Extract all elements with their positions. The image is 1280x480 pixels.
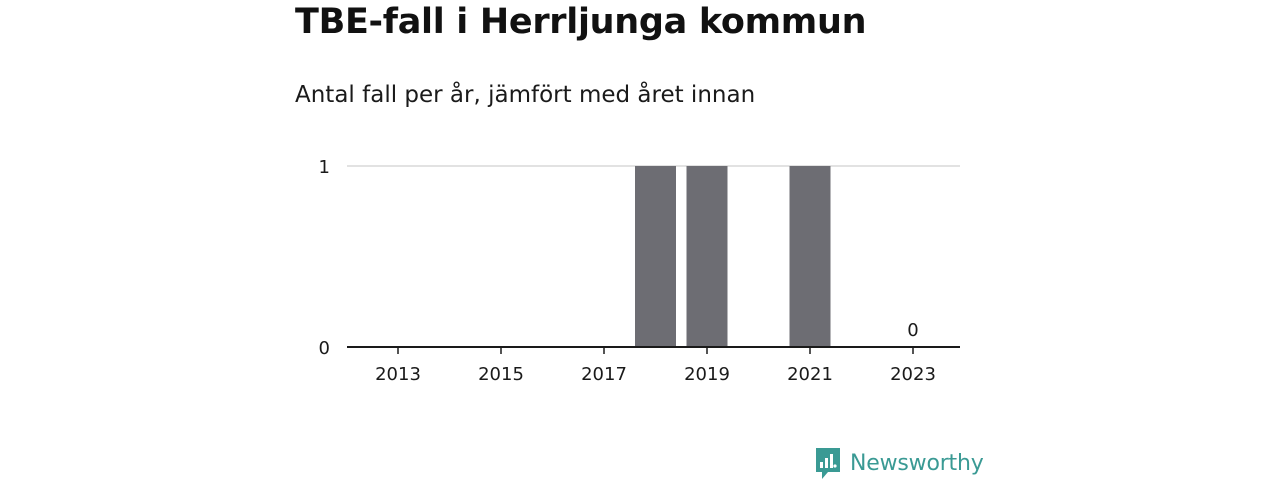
x-tick-label: 2021 — [787, 364, 833, 385]
newsworthy-logo: Newsworthy — [814, 446, 984, 480]
x-tick-label: 2017 — [581, 364, 627, 385]
chart-subtitle: Antal fall per år, jämfört med året inna… — [295, 82, 756, 108]
newsworthy-logo-icon — [816, 448, 840, 479]
data-label-2023: 0 — [907, 320, 918, 341]
x-tick-label: 2013 — [375, 364, 421, 385]
bar-2019 — [686, 166, 728, 347]
labels: 0 1 2013 2015 2017 2019 2021 2023 0 — [319, 157, 936, 385]
chart-title: TBE-fall i Herrljunga kommun — [295, 2, 867, 42]
y-tick-label: 1 — [319, 157, 330, 178]
x-tick-label: 2015 — [478, 364, 524, 385]
bar-2018 — [635, 166, 676, 347]
bar-2021 — [789, 166, 831, 347]
axes — [347, 346, 960, 354]
x-tick-label: 2019 — [684, 364, 730, 385]
brand-name: Newsworthy — [850, 450, 984, 476]
x-tick-label: 2023 — [890, 364, 936, 385]
y-tick-label: 0 — [319, 338, 330, 359]
bars — [635, 166, 831, 347]
